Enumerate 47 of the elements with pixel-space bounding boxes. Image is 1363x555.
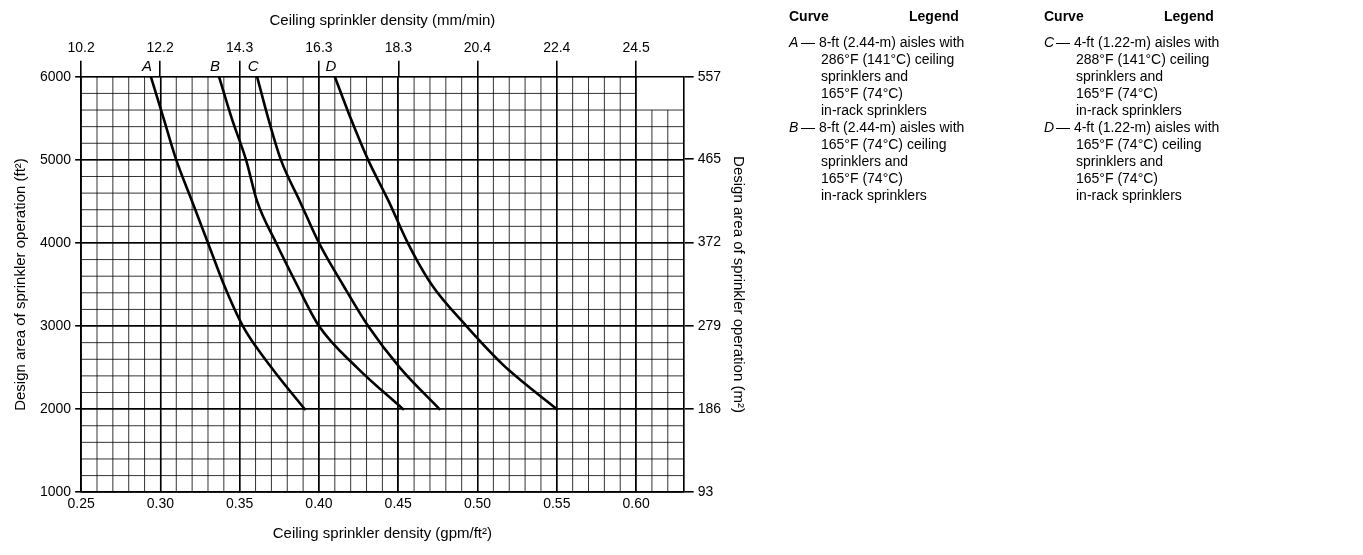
legend-label: C bbox=[247, 57, 259, 75]
x-tick-label: 0.30 bbox=[146, 495, 175, 512]
y2-tick-label: 372 bbox=[697, 233, 722, 250]
text: C bbox=[1044, 34, 1055, 50]
x-tick-label: 0.40 bbox=[305, 495, 333, 512]
x2-tick-label: 16.3 bbox=[305, 39, 333, 56]
x2-tick-label: 20.4 bbox=[463, 39, 492, 56]
y-tick-label: 6000 bbox=[39, 67, 72, 84]
x2-tick-label: 22.4 bbox=[543, 39, 571, 56]
x-tick-label: 0.55 bbox=[543, 495, 571, 512]
y2-tick-label: 93 bbox=[697, 483, 714, 500]
x-tick-label: 0.60 bbox=[622, 495, 650, 512]
y2-tick-label: 279 bbox=[697, 316, 722, 333]
text: — 8-ft (2.44-m) aisles with 165°F (74°C) ceiling sprinklers and 165°F (74°C) in-rack sprinklers bbox=[801, 119, 965, 204]
x-tick-label: 0.50 bbox=[463, 495, 492, 512]
x2-tick-label: 18.3 bbox=[384, 39, 413, 56]
x2-tick-label: 12.2 bbox=[146, 39, 174, 56]
legend-label: D bbox=[325, 57, 337, 75]
y2-tick-label: 465 bbox=[697, 150, 722, 167]
text: — 4-ft (1.22-m) aisles with 165°F (74°C) ceiling sprinklers and 165°F (74°C) in-rack sprinklers bbox=[1056, 119, 1220, 204]
x2-tick-label: 14.3 bbox=[225, 39, 254, 56]
y-tick-label: 5000 bbox=[39, 150, 72, 167]
y-tick-label: 4000 bbox=[39, 233, 72, 250]
text: Curve bbox=[1043, 8, 1085, 24]
text: Legend bbox=[909, 8, 959, 24]
x-axis-title: Ceiling sprinkler density (gpm/ft²) bbox=[272, 524, 493, 542]
text: — 8-ft (2.44-m) aisles with 286°F (141°C) ceiling sprinklers and 165°F (74°C) in-rack sprinklers bbox=[801, 34, 965, 119]
text: A bbox=[789, 34, 799, 50]
x-tick-label: 0.45 bbox=[384, 495, 413, 512]
text: Curve bbox=[788, 8, 830, 24]
y-axis-title: Design area of sprinkler operation (ft²) bbox=[11, 158, 29, 411]
text: B bbox=[789, 119, 799, 135]
text: Legend bbox=[1164, 8, 1214, 24]
y2-tick-label: 557 bbox=[697, 67, 722, 84]
x2-tick-label: 10.2 bbox=[67, 39, 95, 56]
x-tick-label: 0.25 bbox=[67, 495, 95, 512]
text: — 4-ft (1.22-m) aisles with 288°F (141°C) ceiling sprinklers and 165°F (74°C) in-rack sprinklers bbox=[1056, 34, 1220, 119]
x2-axis-title: Ceiling sprinkler density (mm/min) bbox=[269, 11, 496, 29]
series-label: B bbox=[210, 57, 221, 75]
y-tick-label: 2000 bbox=[39, 399, 72, 416]
y-tick-label: 3000 bbox=[39, 316, 72, 333]
series-label: A bbox=[140, 57, 152, 75]
x-tick-label: 0.35 bbox=[226, 495, 254, 512]
text: D bbox=[1044, 119, 1055, 135]
y2-tick-label: 186 bbox=[697, 399, 722, 416]
y2-axis-title: Design area of sprinkler operation (m²) bbox=[730, 156, 748, 413]
x2-tick-label: 24.5 bbox=[622, 39, 650, 56]
